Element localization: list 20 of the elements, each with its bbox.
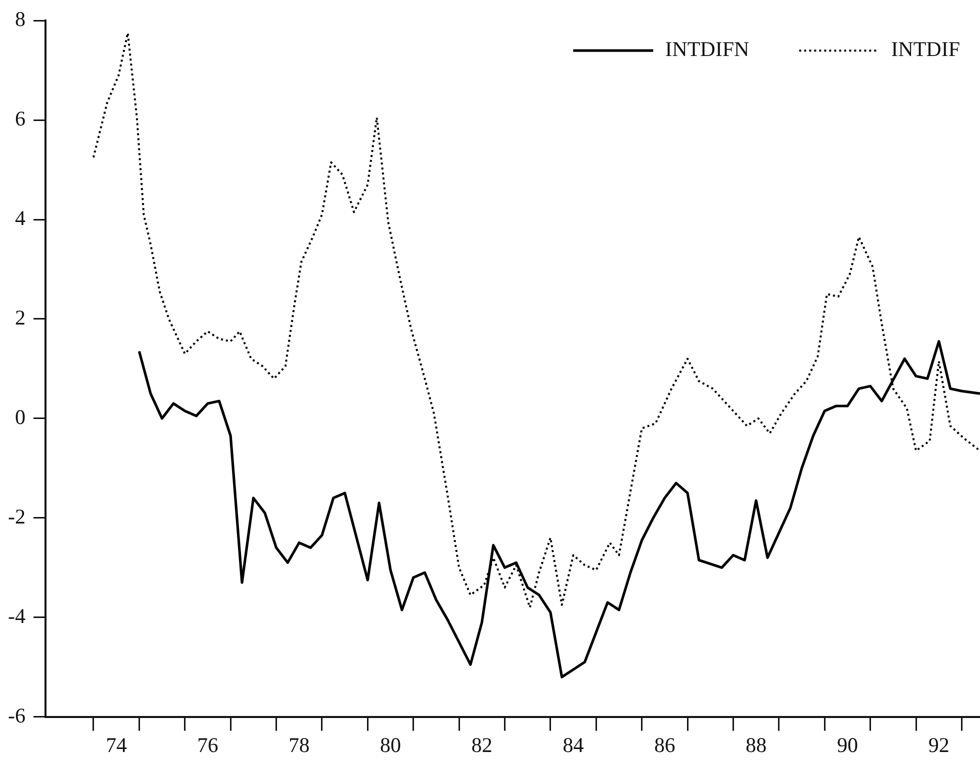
x-tick-label: 78 [288,732,310,757]
x-tick-label: 90 [836,732,858,757]
legend-label: INTDIFN [665,37,750,62]
legend-label: INTDIF [891,37,960,62]
x-tick-label: 76 [197,732,218,757]
x-tick-label: 84 [562,732,584,757]
x-tick-label: 80 [380,732,402,757]
y-tick-label: -4 [8,604,26,628]
y-tick-label: 8 [14,7,26,32]
y-tick-label: 0 [14,404,26,429]
x-tick-label: 88 [746,732,767,757]
y-tick-label: -6 [8,703,26,728]
y-tick-label: 4 [14,206,26,230]
y-tick-label: -2 [8,504,26,528]
x-tick-label: 74 [106,732,128,757]
y-tick-label: 6 [14,106,26,131]
x-tick-label: 92 [928,732,950,757]
x-tick-label: 82 [471,732,492,757]
x-tick-label: 86 [654,732,676,757]
y-tick-label: 2 [14,305,26,330]
